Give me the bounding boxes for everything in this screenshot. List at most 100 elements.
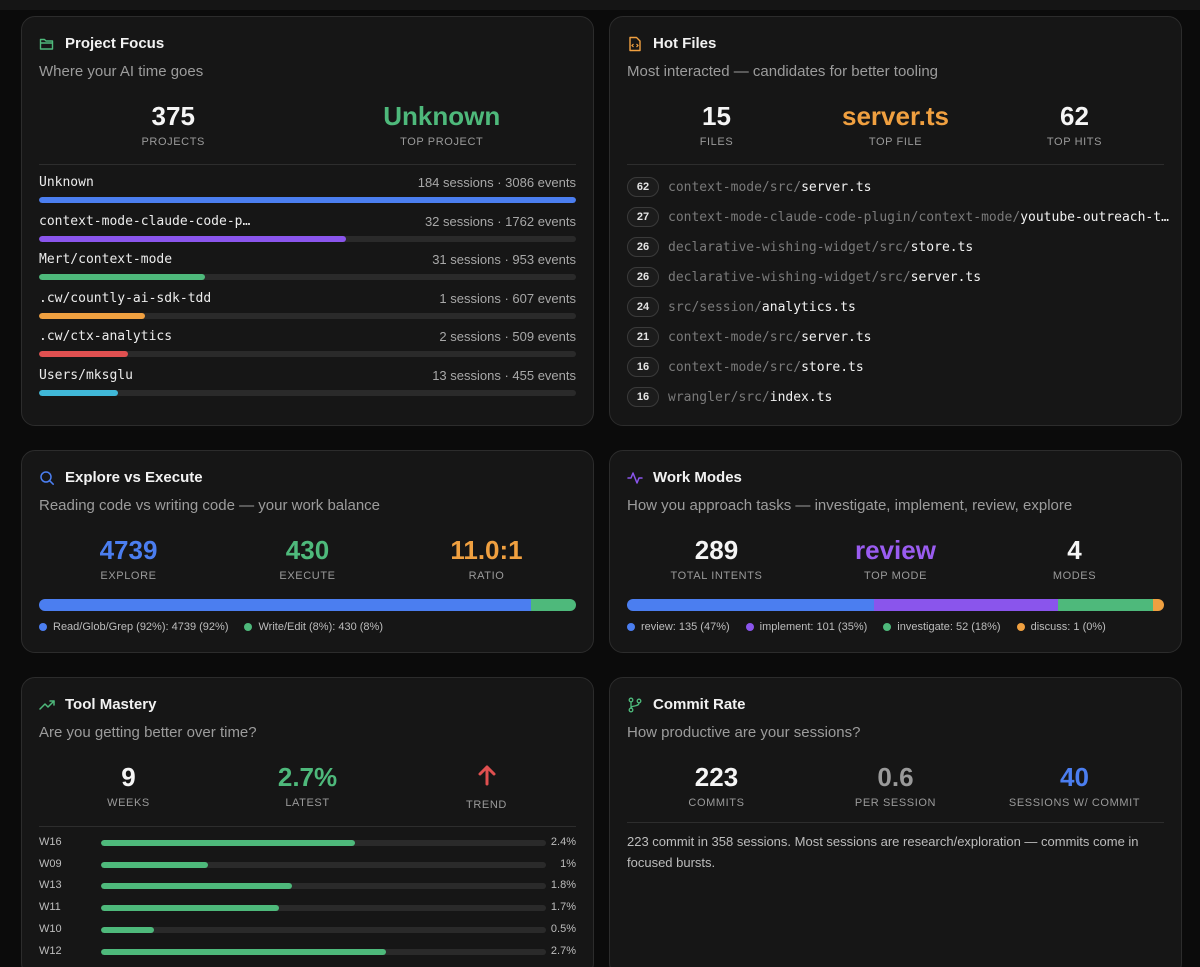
progress-fill	[39, 312, 145, 319]
card-subtitle: How productive are your sessions?	[627, 724, 861, 741]
stat-label: EXECUTE	[279, 570, 336, 582]
stat-value: review	[855, 535, 936, 565]
stat-value: 15	[702, 101, 731, 131]
file-path: declarative-wishing-widget/src/store.ts	[668, 238, 973, 256]
legend: Read/Glob/Grep (92%): 4739 (92%) Write/Ed…	[39, 621, 383, 633]
stat-total-intents: 289 TOTAL INTENTS	[627, 535, 806, 582]
stat-modes: 4 MODES	[985, 535, 1164, 582]
file-name: server.ts	[801, 180, 872, 195]
project-row: Users/mksglu 13 sessions · 455 events	[39, 368, 576, 402]
stat-label: WEEKS	[107, 797, 150, 809]
legend-dot	[883, 623, 892, 631]
hit-count-badge: 16	[627, 387, 659, 407]
legend-dot	[39, 623, 47, 631]
hit-count-badge: 16	[627, 357, 659, 377]
stat-value: 375	[151, 101, 195, 131]
card-title: Tool Mastery	[65, 696, 157, 713]
week-label: W13	[39, 879, 62, 892]
week-fill	[101, 926, 155, 933]
project-name: .cw/countly-ai-sdk-tdd	[39, 290, 212, 306]
week-row: W11 1.7%	[39, 901, 576, 915]
file-dir: context-mode-claude-code-plugin/context-…	[668, 210, 1021, 225]
project-meta: 13 sessions · 455 events	[432, 367, 576, 383]
week-row: W12 2.7%	[39, 945, 576, 959]
stat-label: PROJECTS	[141, 136, 205, 148]
progress-track	[39, 274, 576, 280]
legend-item: Read/Glob/Grep (92%): 4739 (92%)	[39, 621, 228, 633]
stat-trend: TREND	[397, 762, 576, 811]
legend-label: Write/Edit (8%): 430 (8%)	[258, 621, 383, 633]
stat-label: TOP MODE	[863, 570, 928, 582]
project-name: .cw/ctx-analytics	[39, 329, 173, 344]
project-row: Mert/context-mode 31 sessions · 953 event…	[39, 252, 576, 286]
stat-ratio: 11.0:1 RATIO	[397, 535, 576, 582]
work-modes-bar	[627, 599, 1164, 611]
card-subtitle: Most interacted — candidates for better …	[627, 63, 939, 80]
bar-segment	[531, 599, 576, 611]
git-branch-icon	[627, 697, 643, 713]
stat-value: 0.6	[877, 762, 914, 792]
hit-count-badge: 21	[627, 327, 659, 347]
file-path: wrangler/src/index.ts	[668, 388, 832, 406]
week-label: W09	[39, 857, 62, 870]
stat-top-project: Unknown TOP PROJECT	[308, 101, 577, 148]
stat-weeks: 9 WEEKS	[39, 762, 218, 811]
file-dir: declarative-wishing-widget/src/	[668, 240, 911, 255]
activity-icon	[627, 470, 643, 486]
hit-count-badge: 26	[627, 267, 659, 287]
file-name: youtube-outreach-t…	[1020, 210, 1169, 225]
file-name: store.ts	[910, 240, 974, 255]
file-row: 26 declarative-wishing-widget/src/server.…	[627, 266, 1181, 288]
bar-segment	[1153, 599, 1164, 611]
project-row: .cw/countly-ai-sdk-tdd 1 sessions · 607 e…	[39, 291, 576, 325]
stat-execute: 430 EXECUTE	[218, 535, 397, 582]
legend: review: 135 (47%) implement: 101 (35%) inv…	[627, 621, 1106, 633]
project-name: Mert/context-mode	[39, 252, 173, 267]
stat-label: EXPLORE	[100, 570, 157, 582]
stats-row: 15 FILES server.ts TOP FILE 62 TOP HITS	[627, 101, 1164, 148]
legend-label: review: 135 (47%)	[641, 621, 730, 633]
progress-track	[39, 235, 576, 242]
week-track	[101, 926, 546, 933]
divider	[627, 164, 1164, 165]
bar-segment	[627, 599, 874, 611]
stat-explore: 4739 EXPLORE	[39, 535, 218, 582]
card-subtitle: How you approach tasks — investigate, im…	[627, 497, 1073, 514]
card-title: Hot Files	[653, 35, 717, 52]
week-value: 1.8%	[550, 879, 576, 892]
file-dir: context-mode/src/	[668, 360, 802, 375]
week-value: 2.7%	[550, 944, 576, 957]
file-path: context-mode/src/store.ts	[668, 358, 864, 376]
week-fill	[101, 840, 355, 846]
stat-label: COMMITS	[688, 797, 745, 809]
legend-label: discuss: 1 (0%)	[1030, 621, 1106, 633]
folder-open-icon	[39, 36, 55, 52]
week-label: W12	[39, 944, 62, 957]
stat-value: 223	[694, 762, 739, 792]
file-path: declarative-wishing-widget/src/server.ts	[668, 268, 981, 286]
hit-count-badge: 27	[627, 207, 659, 227]
stat-top-hits: 62 TOP HITS	[985, 101, 1164, 148]
file-name: analytics.ts	[761, 300, 856, 315]
project-row: .cw/ctx-analytics 2 sessions · 509 events	[39, 329, 576, 363]
stat-label: TOP HITS	[1046, 136, 1103, 148]
progress-track	[39, 312, 576, 319]
stat-top-file: server.ts TOP FILE	[806, 101, 985, 148]
file-row: 16 wrangler/src/index.ts	[627, 386, 1181, 408]
stat-value: 11.0:1	[450, 535, 523, 565]
work-modes-card: Work Modes How you approach tasks — inve…	[609, 450, 1182, 653]
stat-value: 40	[1060, 762, 1089, 792]
stat-commits: 223 COMMITS	[627, 762, 806, 809]
week-fill	[101, 905, 279, 912]
stat-sessions-with-commit: 40 SESSIONS W/ COMMIT	[985, 762, 1164, 809]
week-row: W13 1.8%	[39, 879, 576, 893]
file-name: server.ts	[801, 330, 872, 345]
card-title: Explore vs Execute	[65, 469, 203, 486]
project-meta: 31 sessions · 953 events	[432, 252, 576, 267]
card-title: Commit Rate	[653, 696, 746, 713]
progress-fill	[39, 197, 576, 203]
stat-label: TREND	[466, 799, 507, 811]
top-bar	[0, 0, 1200, 10]
hit-count-badge: 26	[627, 237, 659, 257]
legend-dot	[1016, 623, 1025, 631]
